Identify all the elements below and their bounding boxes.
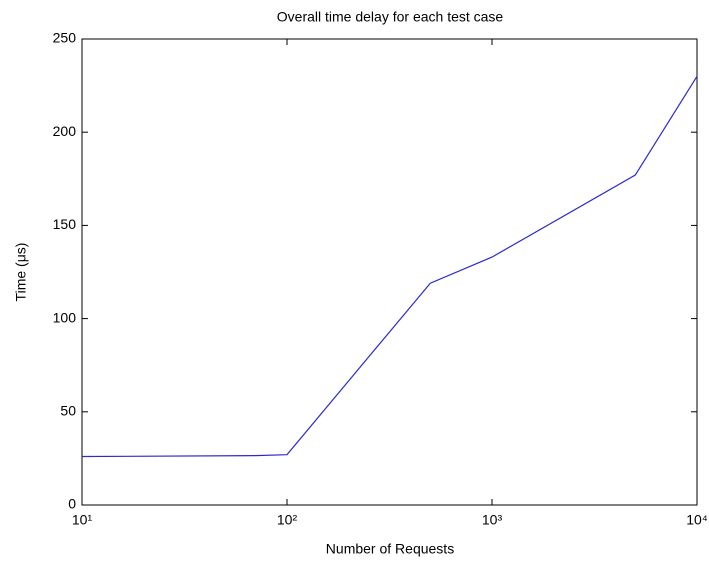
plot-frame — [81, 38, 698, 506]
x-tick-label: 10⁴ — [686, 512, 708, 528]
data-line — [81, 75, 698, 458]
y-tick-label: 150 — [53, 216, 77, 232]
x-tick-label: 10³ — [482, 512, 503, 528]
y-tick-label: 250 — [53, 30, 77, 46]
x-axis-label: Number of Requests — [326, 541, 454, 557]
y-tick-label: 50 — [60, 403, 76, 419]
y-axis-label: Time (μs) — [13, 243, 29, 302]
x-tick-label: 10¹ — [72, 512, 93, 528]
x-tick-label: 10² — [277, 512, 298, 528]
chart-title: Overall time delay for each test case — [277, 9, 504, 25]
y-tick-label: 100 — [53, 309, 77, 325]
y-tick-label: 0 — [68, 496, 76, 512]
y-tick-label: 200 — [53, 123, 77, 139]
